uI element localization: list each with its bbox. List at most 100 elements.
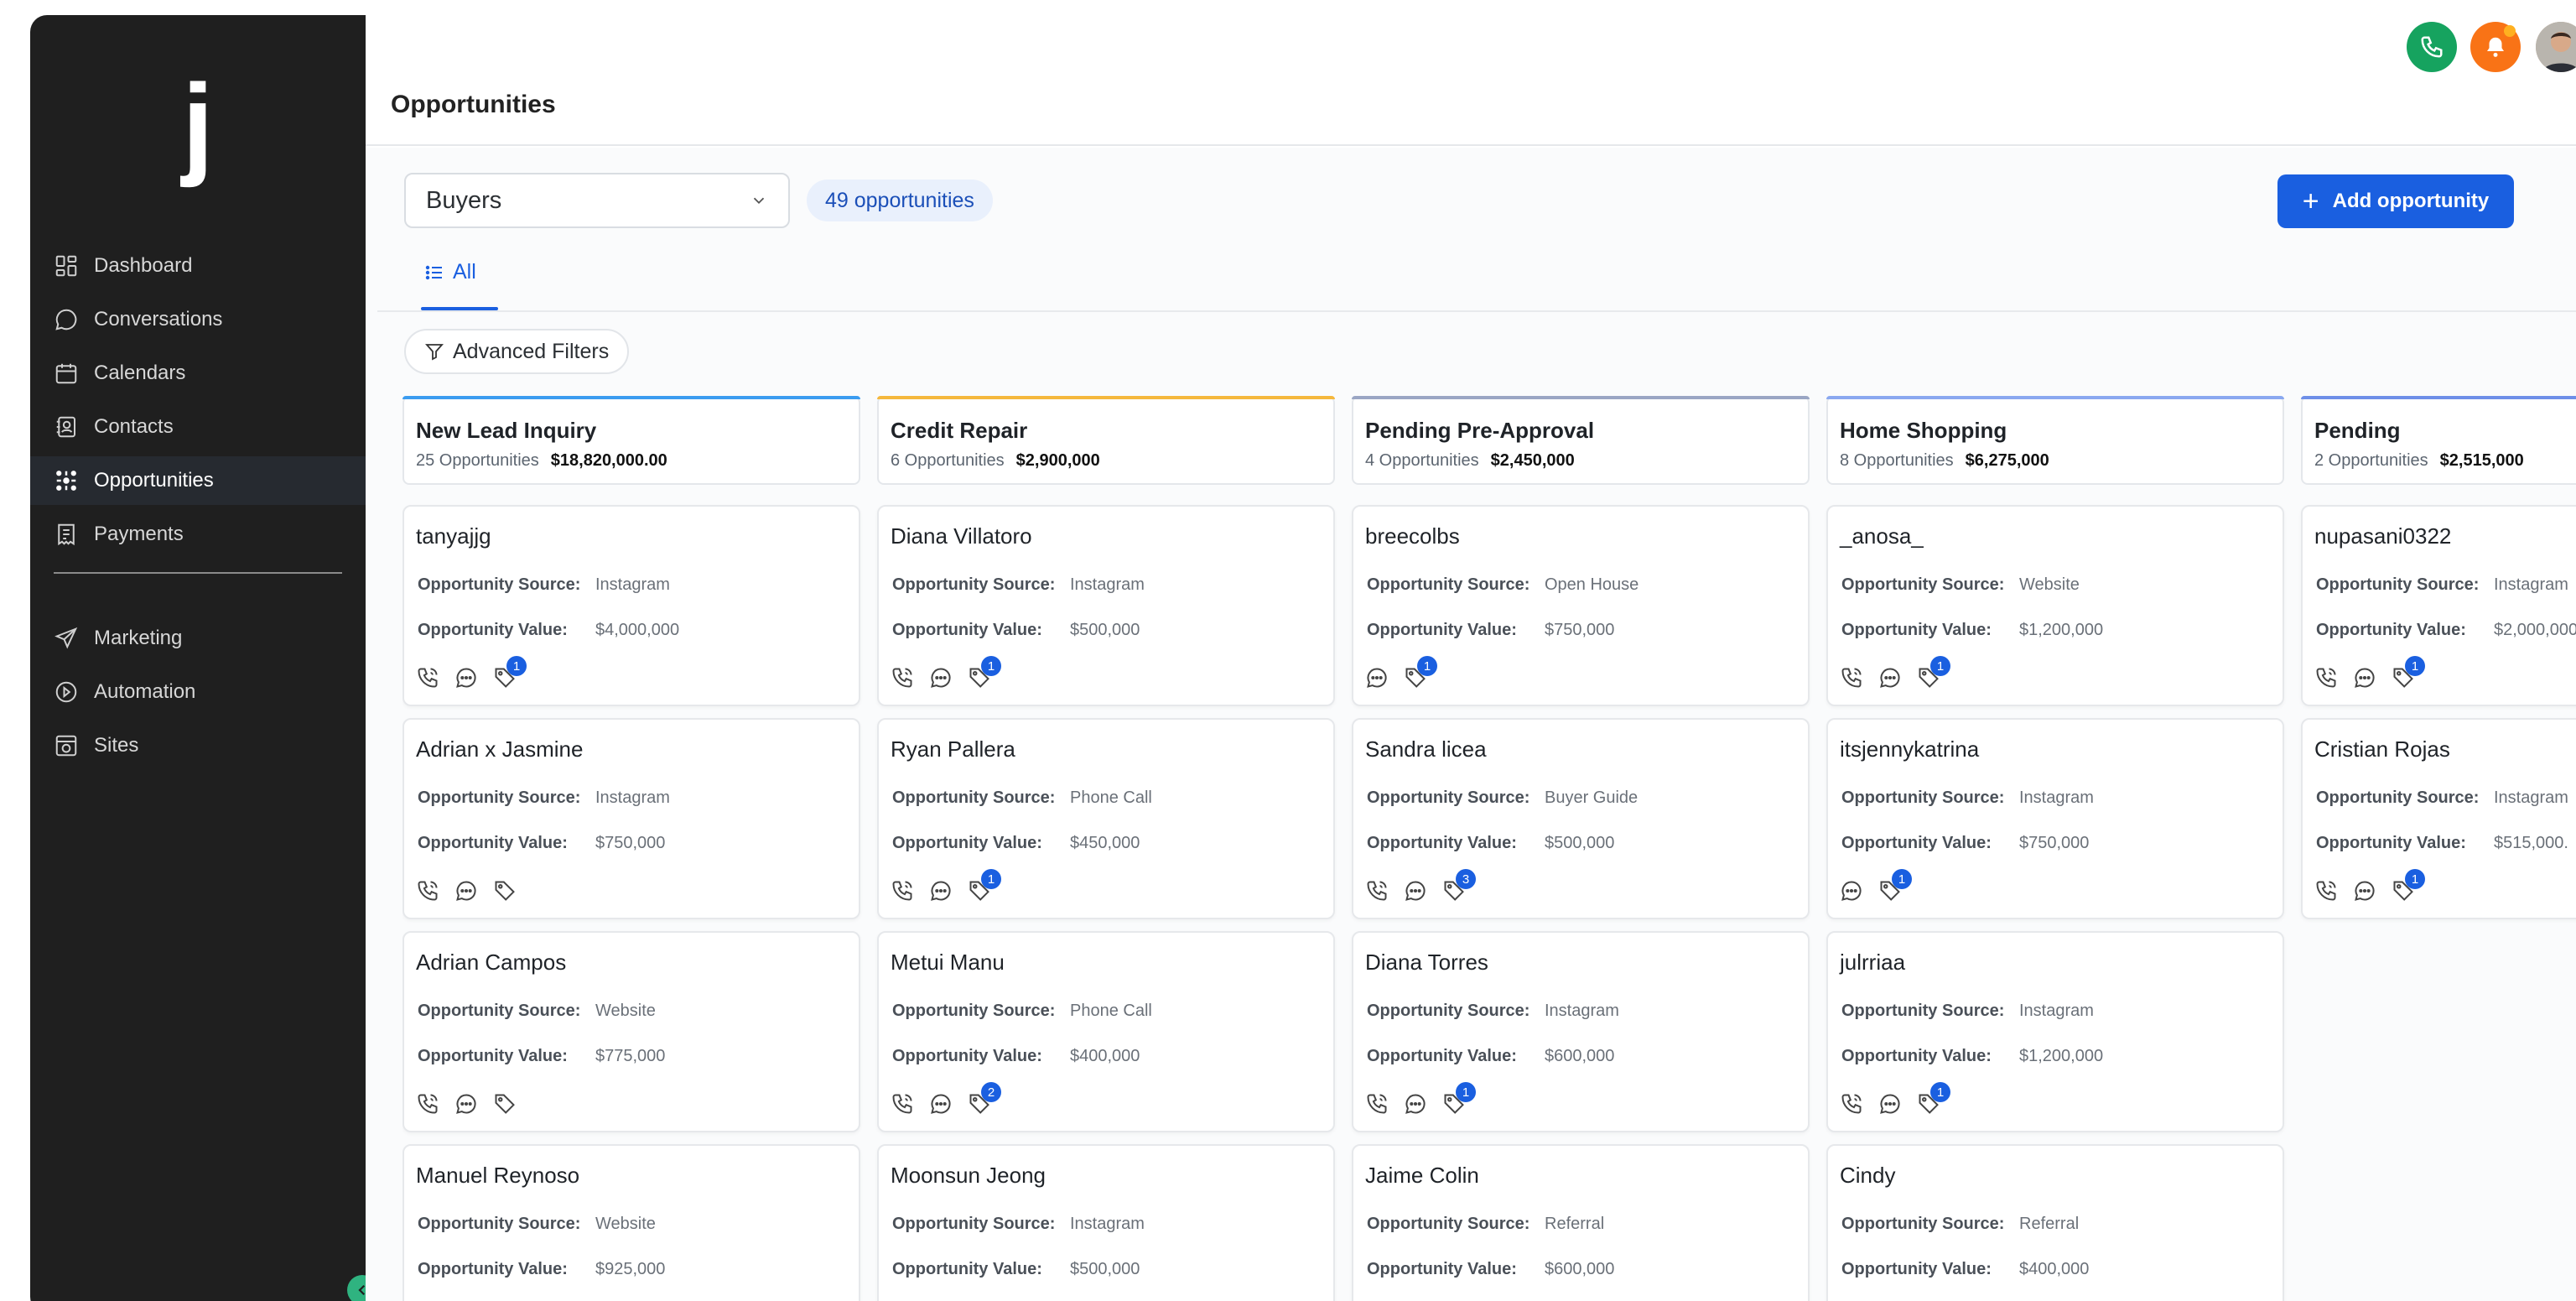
card-actions: 1	[1840, 1082, 1955, 1116]
tag-icon[interactable]: 3	[1442, 869, 1476, 903]
opportunity-card[interactable]: Diana Torres Opportunity Source: Instagram…	[1352, 931, 1810, 1132]
call-icon[interactable]	[416, 879, 439, 903]
sidebar-item-marketing[interactable]: Marketing	[54, 614, 366, 663]
message-icon[interactable]	[929, 1092, 953, 1116]
tag-icon[interactable]: 1	[968, 869, 1001, 903]
opportunity-card[interactable]: itsjennykatrina Opportunity Source: Instag…	[1826, 718, 2284, 919]
column-header: Pending 2 Opportunities $2,515,000	[2301, 396, 2576, 485]
opportunity-card[interactable]: Metui Manu Opportunity Source: Phone Call O…	[877, 931, 1335, 1132]
opportunity-card[interactable]: Cindy Opportunity Source: Referral Opportun…	[1826, 1144, 2284, 1301]
opportunity-card[interactable]: _anosa_ Opportunity Source: Website Opportu…	[1826, 505, 2284, 706]
contact-name[interactable]: Cristian Rojas	[2314, 736, 2450, 762]
message-icon[interactable]	[2353, 879, 2376, 903]
tag-icon[interactable]	[493, 879, 517, 903]
contact-name[interactable]: Diana Torres	[1365, 950, 1488, 975]
opportunity-card[interactable]: Diana Villatoro Opportunity Source: Instag…	[877, 505, 1335, 706]
message-icon[interactable]	[454, 1092, 478, 1116]
opportunity-card[interactable]: Moonsun Jeong Opportunity Source: Instagra…	[877, 1144, 1335, 1301]
contact-name[interactable]: Jaime Colin	[1365, 1163, 1479, 1188]
opportunity-card[interactable]: Adrian x Jasmine Opportunity Source: Insta…	[402, 718, 860, 919]
tag-icon[interactable]: 1	[1917, 1082, 1950, 1116]
message-icon[interactable]	[454, 666, 478, 690]
message-icon[interactable]	[2353, 666, 2376, 690]
opportunity-card[interactable]: breecolbs Opportunity Source: Open House Op…	[1352, 505, 1810, 706]
message-icon[interactable]	[1840, 879, 1863, 903]
message-icon[interactable]	[1365, 666, 1389, 690]
message-icon[interactable]	[1404, 1092, 1427, 1116]
source-value: Instagram	[2494, 575, 2568, 594]
message-icon[interactable]	[1404, 879, 1427, 903]
sidebar-item-automation[interactable]: Automation	[54, 668, 366, 716]
contact-name[interactable]: Manuel Reynoso	[416, 1163, 580, 1188]
call-icon[interactable]	[2314, 666, 2338, 690]
opportunity-card[interactable]: tanyajjg Opportunity Source: Instagram Oppo…	[402, 505, 860, 706]
tab-all[interactable]: All	[421, 260, 480, 284]
sidebar-item-contacts[interactable]: Contacts	[54, 403, 366, 451]
call-icon[interactable]	[1365, 1092, 1389, 1116]
tag-icon[interactable]: 1	[1878, 869, 1912, 903]
opportunity-card[interactable]: julrriaa Opportunity Source: Instagram Oppo…	[1826, 931, 2284, 1132]
tag-icon[interactable]: 1	[1917, 656, 1950, 690]
opportunity-card[interactable]: Adrian Campos Opportunity Source: Website O…	[402, 931, 860, 1132]
contact-name[interactable]: Cindy	[1840, 1163, 1896, 1188]
opportunity-card[interactable]: Cristian Rojas Opportunity Source: Instagr…	[2301, 718, 2576, 919]
contact-name[interactable]: tanyajjg	[416, 523, 491, 549]
contact-name[interactable]: julrriaa	[1840, 950, 1906, 975]
tag-icon[interactable]: 1	[1404, 656, 1437, 690]
contact-name[interactable]: breecolbs	[1365, 523, 1460, 549]
call-icon[interactable]	[1840, 1092, 1863, 1116]
contact-name[interactable]: Sandra licea	[1365, 736, 1487, 762]
message-icon[interactable]	[454, 879, 478, 903]
tag-icon[interactable]: 1	[493, 656, 527, 690]
value-label: Opportunity Value:	[418, 1260, 568, 1278]
contact-name[interactable]: Moonsun Jeong	[891, 1163, 1046, 1188]
sidebar-item-conversations[interactable]: Conversations	[54, 295, 366, 344]
call-icon[interactable]	[1365, 879, 1389, 903]
notifications-button[interactable]	[2470, 22, 2521, 72]
message-icon[interactable]	[929, 666, 953, 690]
tag-icon[interactable]: 1	[968, 656, 1001, 690]
opportunity-card[interactable]: Sandra licea Opportunity Source: Buyer Gui…	[1352, 718, 1810, 919]
sidebar-item-calendars[interactable]: Calendars	[54, 349, 366, 398]
phone-call-button[interactable]	[2407, 22, 2457, 72]
call-icon[interactable]	[416, 1092, 439, 1116]
contact-name[interactable]: Adrian x Jasmine	[416, 736, 584, 762]
sidebar-item-dashboard[interactable]: Dashboard	[54, 242, 366, 290]
opportunities-icon	[56, 471, 76, 491]
add-opportunity-button[interactable]: + Add opportunity	[2277, 174, 2514, 228]
contact-name[interactable]: _anosa_	[1840, 523, 1924, 549]
tag-icon[interactable]	[493, 1092, 517, 1116]
contact-name[interactable]: Ryan Pallera	[891, 736, 1015, 762]
tag-icon[interactable]: 1	[2392, 656, 2425, 690]
contact-name[interactable]: nupasani0322	[2314, 523, 2452, 549]
pipeline-select[interactable]: Buyers	[404, 173, 790, 228]
contact-name[interactable]: itsjennykatrina	[1840, 736, 1980, 762]
brand-logo[interactable]: j	[182, 60, 214, 188]
sidebar-item-payments[interactable]: Payments	[54, 510, 366, 559]
sidebar-item-opportunities[interactable]: Opportunities	[30, 456, 366, 505]
contact-name[interactable]: Diana Villatoro	[891, 523, 1032, 549]
sidebar-item-sites[interactable]: Sites	[54, 721, 366, 770]
call-icon[interactable]	[1840, 666, 1863, 690]
call-icon[interactable]	[891, 879, 914, 903]
tag-icon[interactable]: 2	[968, 1082, 1001, 1116]
user-avatar[interactable]	[2536, 22, 2576, 72]
message-icon[interactable]	[929, 879, 953, 903]
opportunity-card[interactable]: nupasani0322 Opportunity Source: Instagram…	[2301, 505, 2576, 706]
opportunity-card[interactable]: Jaime Colin Opportunity Source: Referral Op…	[1352, 1144, 1810, 1301]
tag-icon[interactable]: 1	[1442, 1082, 1476, 1116]
contact-name[interactable]: Adrian Campos	[416, 950, 567, 975]
message-icon[interactable]	[1878, 1092, 1902, 1116]
opportunity-card[interactable]: Ryan Pallera Opportunity Source: Phone Cal…	[877, 718, 1335, 919]
contact-name[interactable]: Metui Manu	[891, 950, 1005, 975]
call-icon[interactable]	[416, 666, 439, 690]
message-icon[interactable]	[1878, 666, 1902, 690]
source-value: Instagram	[2019, 1002, 2094, 1020]
call-icon[interactable]	[891, 666, 914, 690]
advanced-filters-button[interactable]: Advanced Filters	[404, 329, 630, 374]
tag-icon[interactable]: 1	[2392, 869, 2425, 903]
source-label: Opportunity Source:	[418, 788, 581, 807]
call-icon[interactable]	[891, 1092, 914, 1116]
call-icon[interactable]	[2314, 879, 2338, 903]
opportunity-card[interactable]: Manuel Reynoso Opportunity Source: Website…	[402, 1144, 860, 1301]
